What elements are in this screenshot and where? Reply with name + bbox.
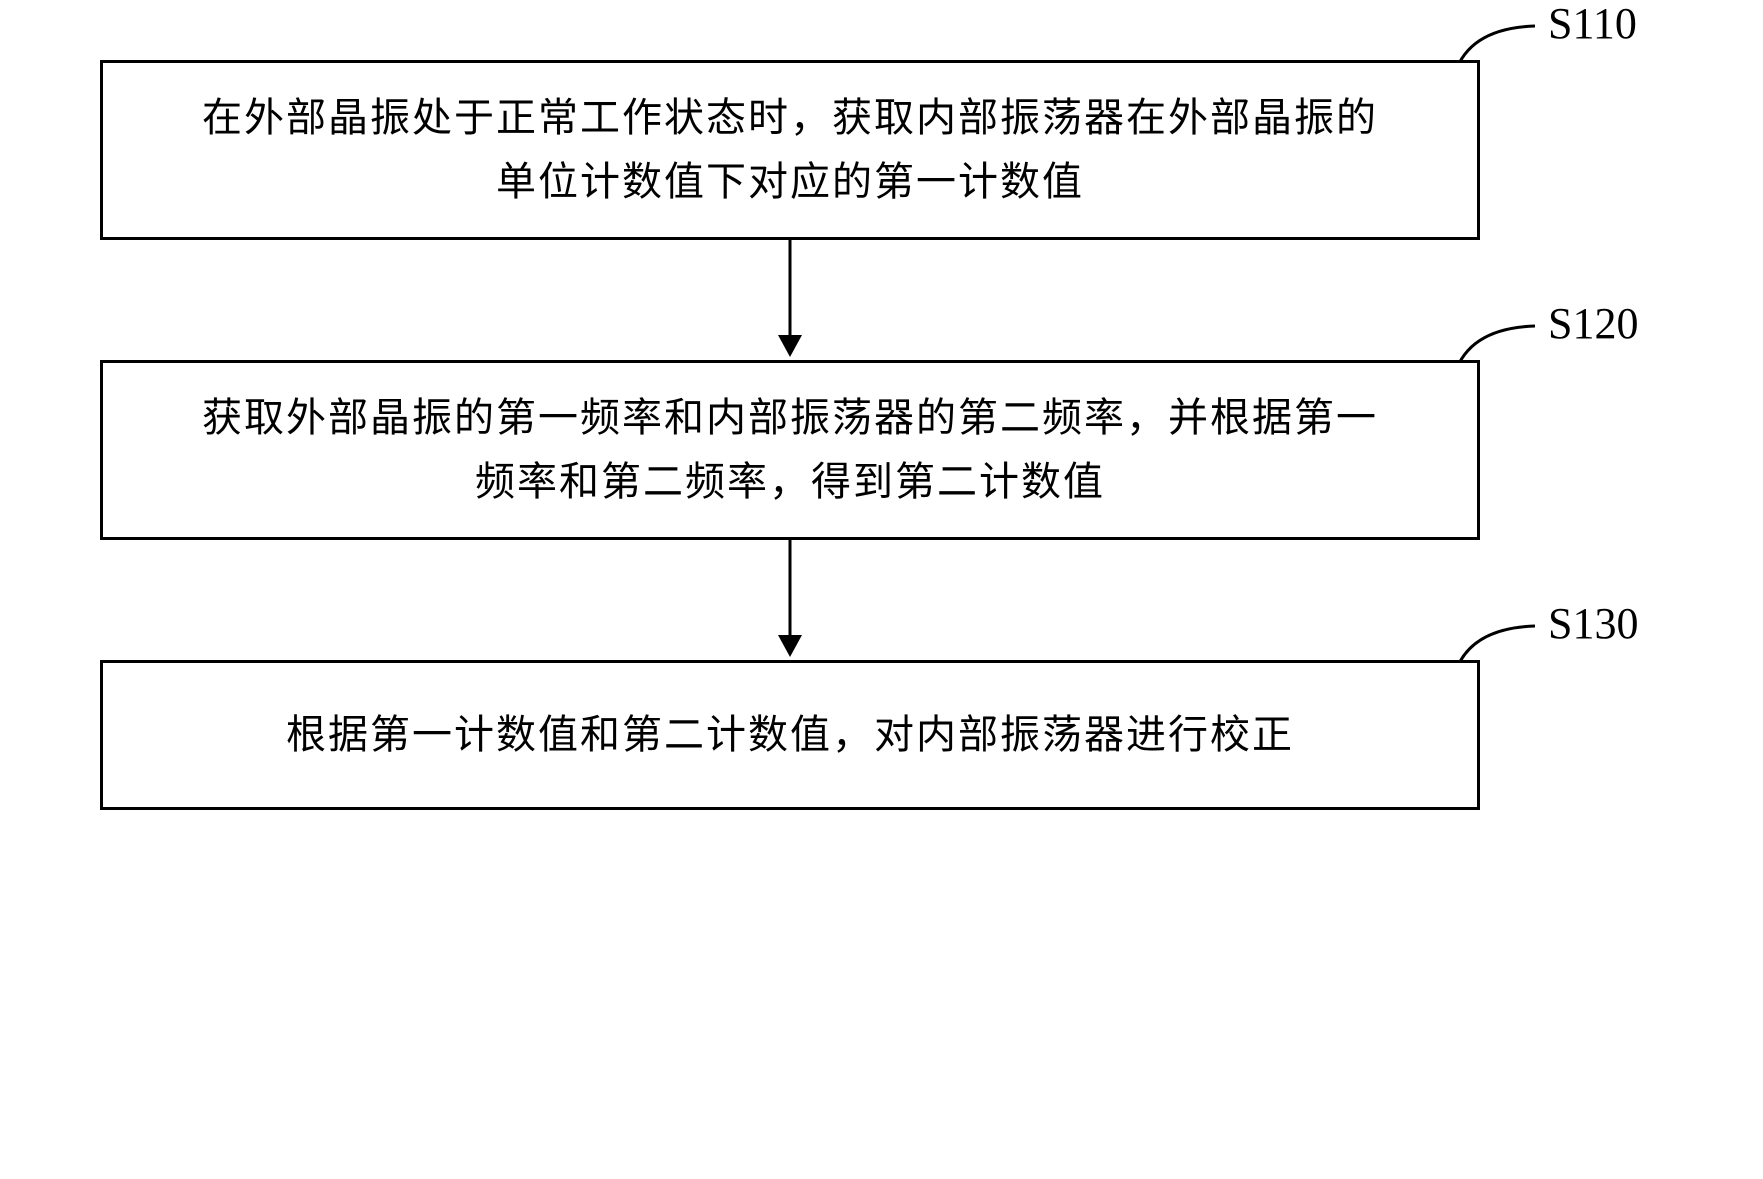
flowchart-container: S110 在外部晶振处于正常工作状态时，获取内部振荡器在外部晶振的 单位计数值下… bbox=[80, 60, 1580, 810]
step-text-line: 根据第一计数值和第二计数值，对内部振荡器进行校正 bbox=[286, 703, 1294, 767]
step-text-line: 获取外部晶振的第一频率和内部振荡器的第二频率，并根据第一 bbox=[202, 386, 1378, 450]
step-text-line: 在外部晶振处于正常工作状态时，获取内部振荡器在外部晶振的 bbox=[202, 86, 1378, 150]
step-label-text: S110 bbox=[1548, 0, 1637, 49]
step-text-line: 单位计数值下对应的第一计数值 bbox=[496, 150, 1084, 214]
step-label-text: S120 bbox=[1548, 298, 1638, 349]
arrow-line-icon bbox=[789, 540, 792, 640]
arrow-line-icon bbox=[789, 240, 792, 340]
step-text-line: 频率和第二频率，得到第二计数值 bbox=[475, 450, 1105, 514]
flowchart-step-s130: 根据第一计数值和第二计数值，对内部振荡器进行校正 bbox=[100, 660, 1480, 810]
arrow-head-icon bbox=[778, 335, 802, 357]
arrow-head-icon bbox=[778, 635, 802, 657]
flowchart-step-s120: 获取外部晶振的第一频率和内部振荡器的第二频率，并根据第一 频率和第二频率，得到第… bbox=[100, 360, 1480, 540]
flowchart-step-s110: 在外部晶振处于正常工作状态时，获取内部振荡器在外部晶振的 单位计数值下对应的第一… bbox=[100, 60, 1480, 240]
flowchart-arrow bbox=[100, 240, 1480, 360]
step-label-text: S130 bbox=[1548, 598, 1638, 649]
flowchart-arrow bbox=[100, 540, 1480, 660]
